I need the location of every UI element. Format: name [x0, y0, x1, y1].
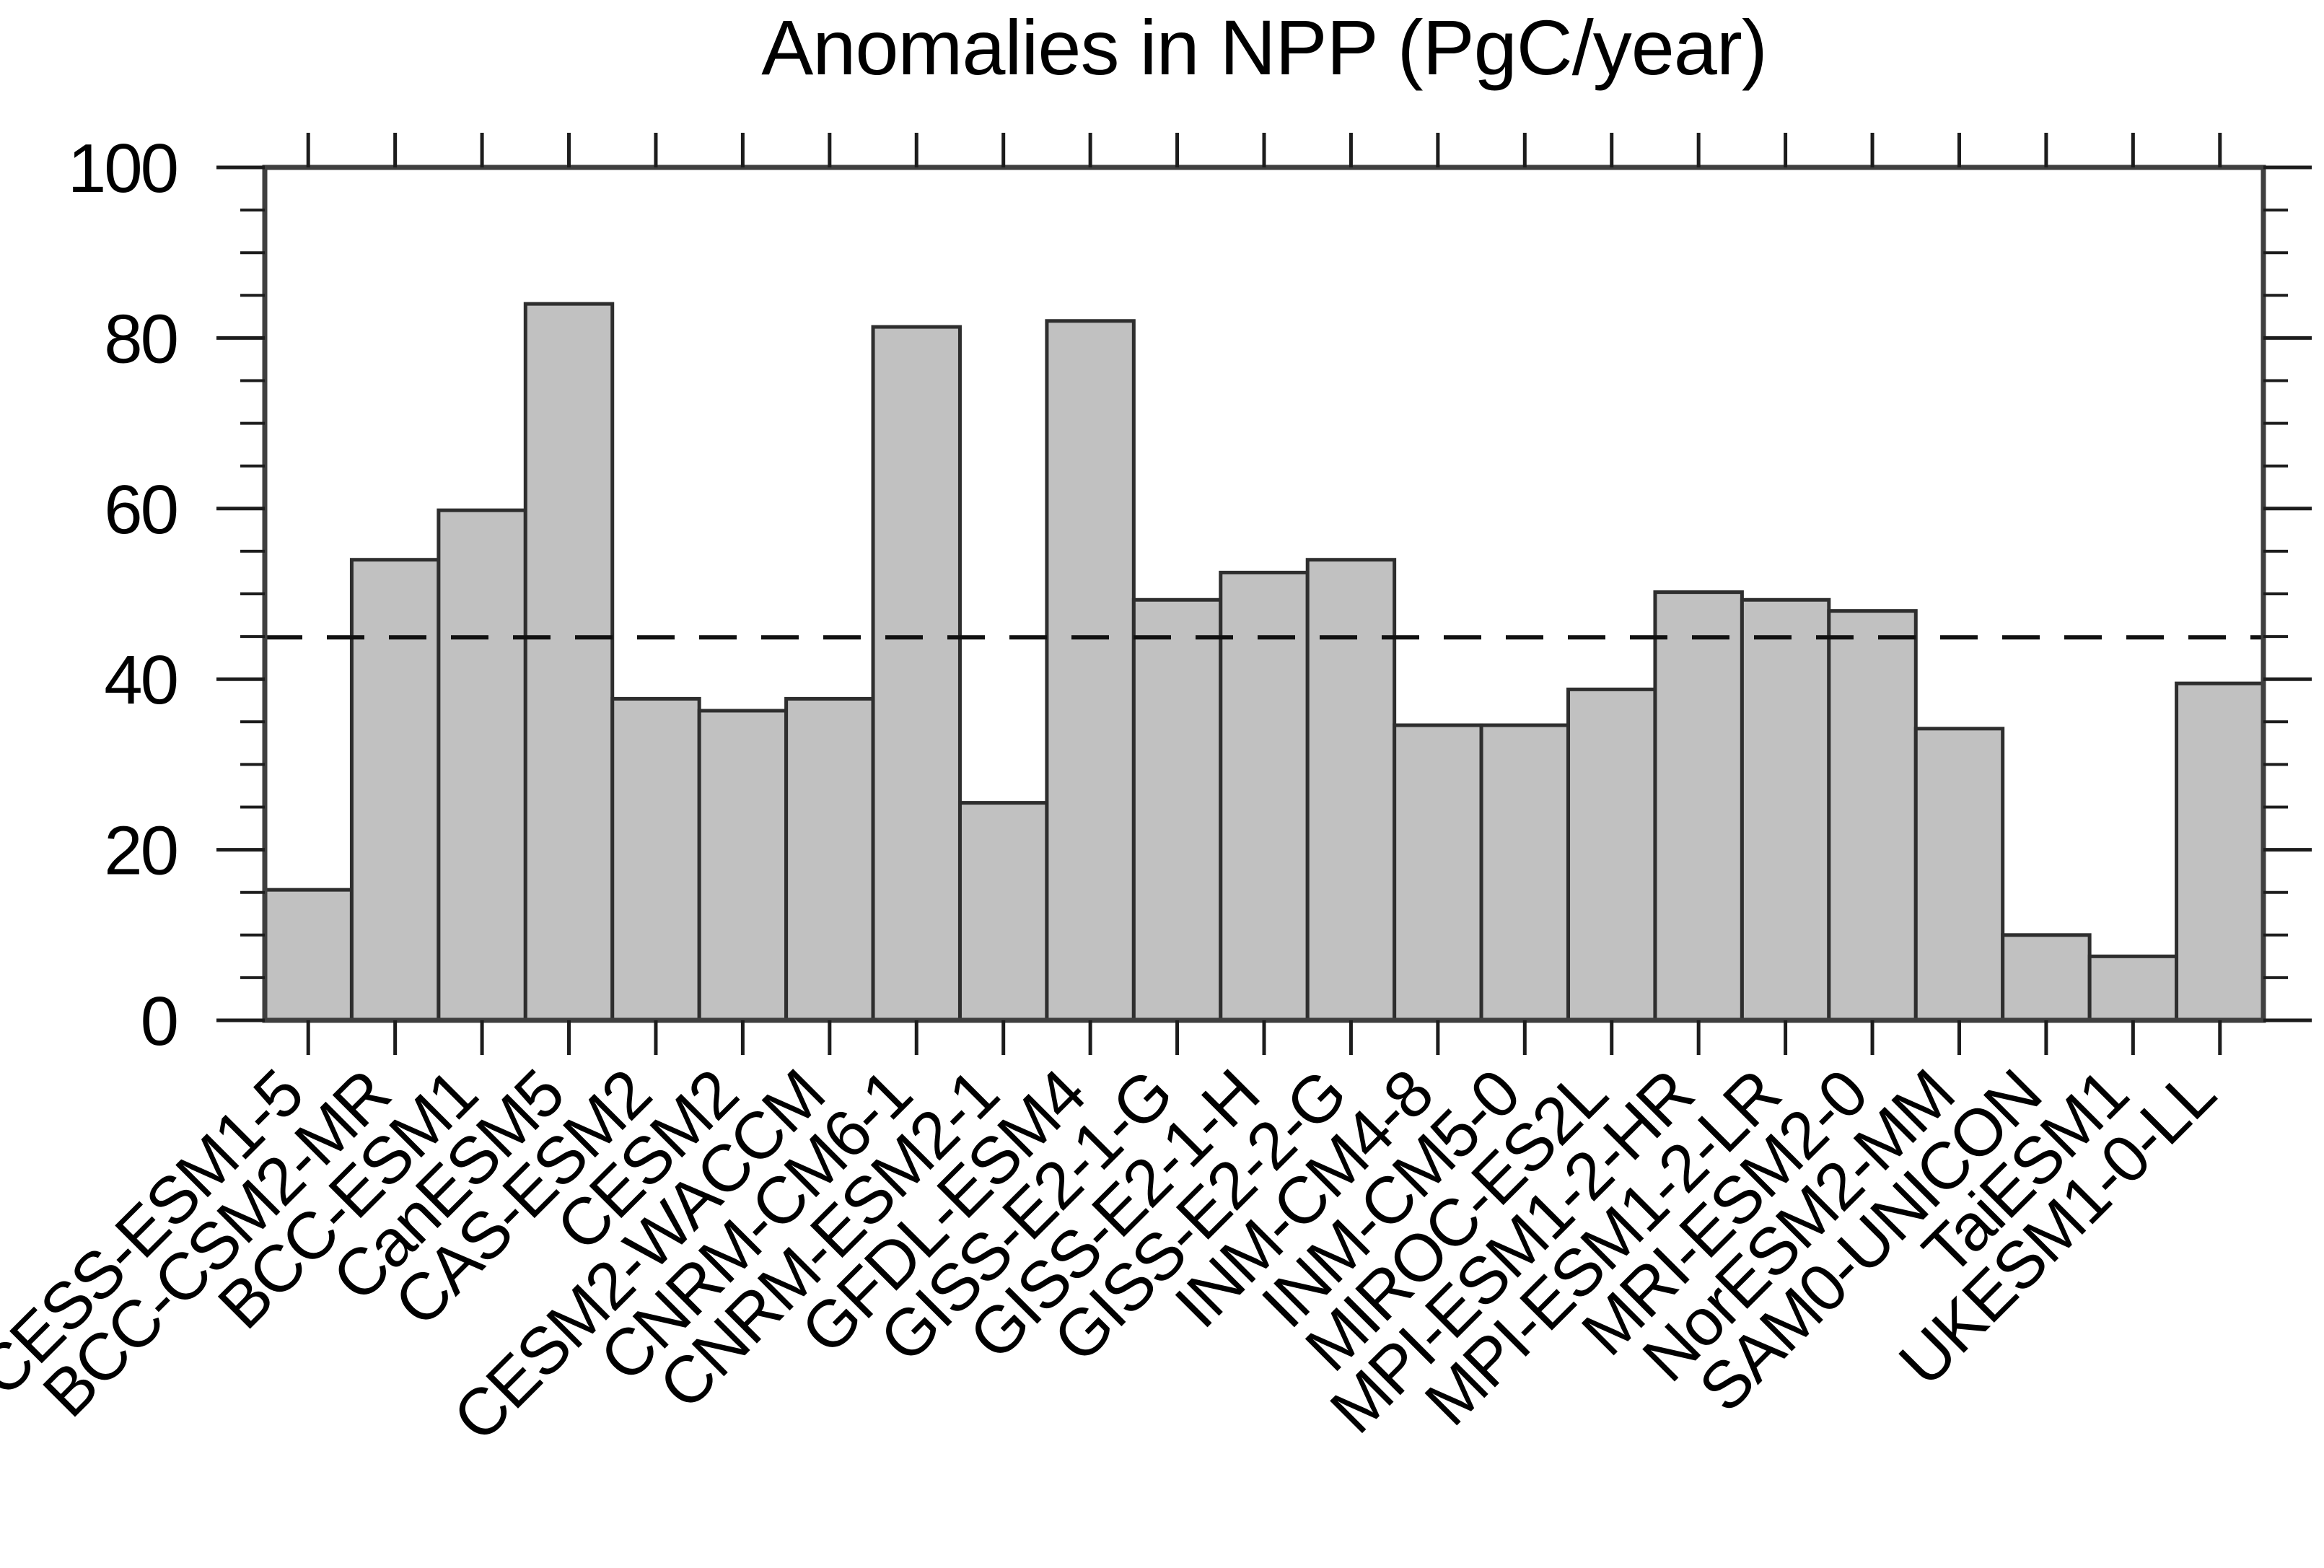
bar — [1827, 609, 1918, 1022]
bar — [2175, 681, 2266, 1022]
bars-group — [263, 302, 2266, 1022]
bar — [1566, 687, 1657, 1022]
bar — [784, 696, 875, 1022]
y-tick-label: 100 — [68, 130, 177, 207]
bar — [1653, 590, 1744, 1022]
bar — [263, 888, 354, 1022]
bar — [1479, 723, 1571, 1022]
bar — [349, 558, 441, 1022]
y-tick-label: 0 — [141, 983, 177, 1060]
bar — [1393, 723, 1483, 1022]
axis-ticks-group — [216, 133, 2312, 1055]
bar — [1740, 597, 1831, 1022]
bar — [523, 302, 615, 1022]
y-tick-label: 20 — [104, 813, 177, 890]
chart-title: Anomalies in NPP (PgC/year) — [761, 4, 1767, 91]
bar — [1305, 558, 1397, 1022]
bar — [1045, 319, 1136, 1022]
bar — [871, 325, 962, 1022]
bar — [1131, 597, 1223, 1022]
bar — [1913, 727, 2005, 1022]
bar — [697, 709, 789, 1022]
bar — [610, 696, 701, 1022]
bar — [2087, 954, 2179, 1022]
bar — [2001, 933, 2092, 1022]
y-tick-label: 80 — [104, 300, 177, 377]
bar — [437, 508, 527, 1022]
bar — [1219, 570, 1310, 1022]
y-tick-label: 40 — [104, 641, 177, 719]
y-tick-label: 60 — [104, 471, 177, 548]
bar — [957, 801, 1049, 1022]
